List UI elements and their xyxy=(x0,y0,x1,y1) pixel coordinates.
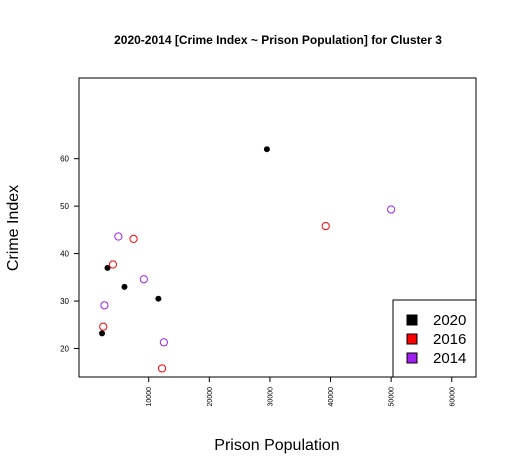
point-2020-1 xyxy=(263,146,270,153)
point-2016-4 xyxy=(99,322,108,331)
y-tick-label-50: 50 xyxy=(60,202,69,211)
legend-label-2016: 2016 xyxy=(433,331,466,348)
y-axis: 20 30 40 50 60 xyxy=(60,155,79,354)
legend: 2020 2016 2014 xyxy=(392,299,477,378)
point-2016-2 xyxy=(129,234,138,243)
points-layer xyxy=(99,146,396,373)
legend-swatch-2020 xyxy=(406,314,418,326)
y-axis-label: Crime Index xyxy=(5,185,22,271)
chart-title: 2020-2014 [Crime Index ~ Prison Populati… xyxy=(114,33,442,47)
x-tick-label-60000: 60000 xyxy=(449,387,456,407)
x-axis: 10000 20000 30000 40000 50000 60000 xyxy=(146,377,456,406)
point-2016-1 xyxy=(321,221,330,231)
point-2016-3 xyxy=(108,260,118,269)
x-tick-label-20000: 20000 xyxy=(207,387,214,407)
x-tick-label-30000: 30000 xyxy=(267,387,274,407)
y-tick-label-20: 20 xyxy=(60,345,69,354)
y-tick-label-30: 30 xyxy=(60,297,69,306)
x-axis-label: Prison Population xyxy=(214,437,339,454)
point-2014-5 xyxy=(159,338,168,347)
legend-swatch-2016 xyxy=(406,333,418,345)
point-2014-1 xyxy=(387,205,396,214)
point-2020-2 xyxy=(104,264,111,271)
point-2016-5 xyxy=(157,364,167,373)
x-tick-label-40000: 40000 xyxy=(328,387,335,407)
y-tick-label-60: 60 xyxy=(60,155,69,164)
x-tick-label-50000: 50000 xyxy=(389,387,396,407)
x-tick-label-10000: 10000 xyxy=(146,387,153,407)
legend-swatch-2014 xyxy=(406,352,418,364)
plot-frame xyxy=(78,77,477,378)
point-2014-4 xyxy=(100,301,109,310)
legend-label-2020: 2020 xyxy=(433,312,466,329)
point-2020-4 xyxy=(155,295,162,302)
legend-label-2014: 2014 xyxy=(433,350,466,367)
y-tick-label-40: 40 xyxy=(60,250,69,259)
point-2014-3 xyxy=(139,275,148,284)
point-2014-2 xyxy=(114,232,123,241)
point-2020-5 xyxy=(99,330,106,337)
point-2020-3 xyxy=(121,283,128,290)
